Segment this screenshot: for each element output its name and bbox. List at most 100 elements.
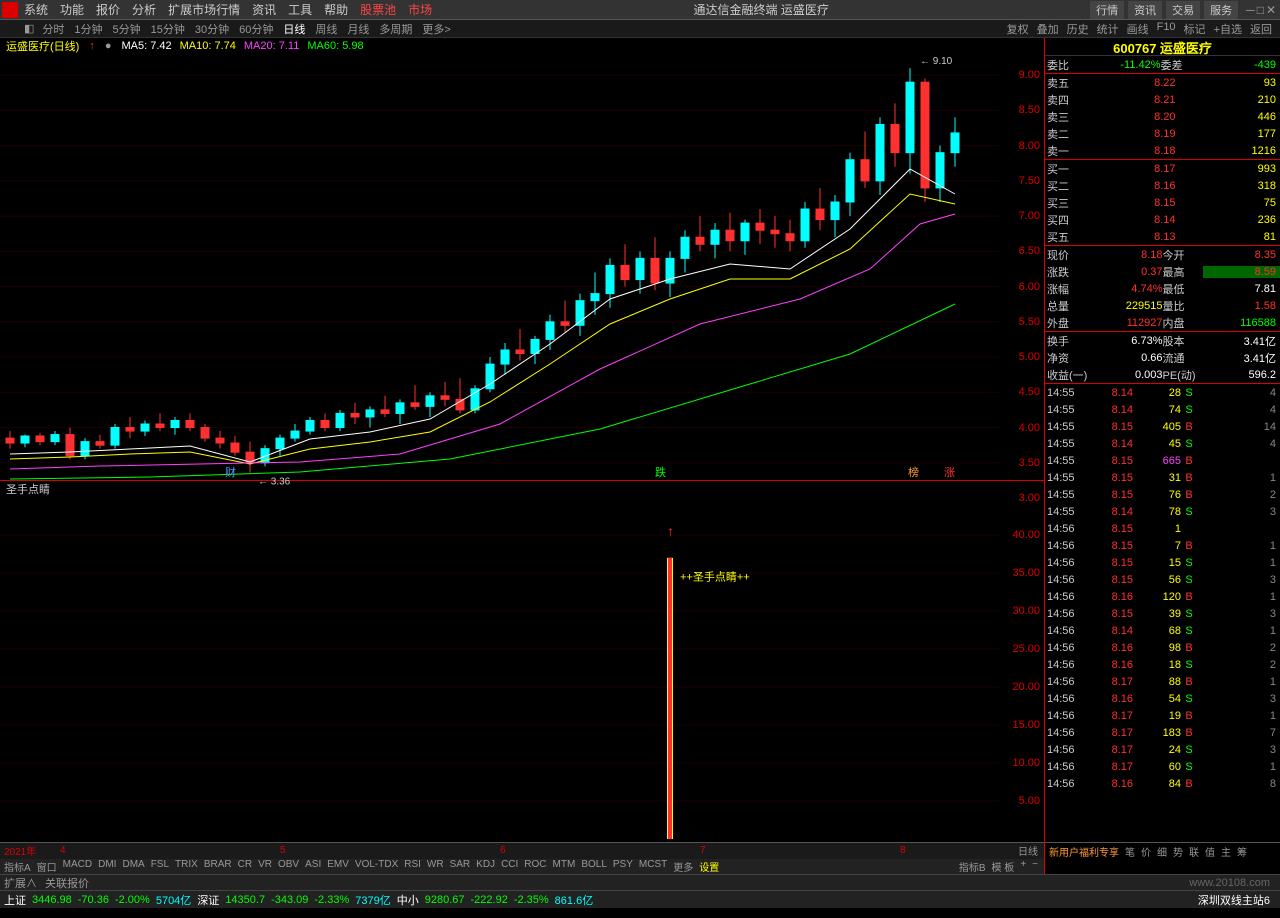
quote-row: 总量229515量比1.58 (1045, 297, 1280, 314)
period-tool[interactable]: 复权 (1007, 21, 1029, 37)
stock-name[interactable]: 运盛医疗 (1160, 41, 1212, 56)
period-tab[interactable]: 多周期 (379, 21, 412, 37)
indicator-tab[interactable]: KDJ (476, 859, 495, 874)
close-icon[interactable]: ✕ (1266, 3, 1276, 17)
top-tab[interactable]: 资讯 (1128, 1, 1162, 19)
indicator-tab[interactable]: MACD (63, 859, 92, 874)
indicator-tab[interactable]: 更多 (673, 859, 693, 874)
menu-item[interactable]: 帮助 (324, 1, 348, 18)
indicator-tab[interactable]: BRAR (204, 859, 232, 874)
stock-code[interactable]: 600767 (1113, 41, 1156, 56)
maximize-icon[interactable]: □ (1257, 3, 1264, 17)
related-quote[interactable]: 关联报价 (45, 875, 89, 891)
indicator-tab[interactable]: EMV (327, 859, 349, 874)
indicator-tab[interactable]: RSI (404, 859, 421, 874)
indicator-tab[interactable]: PSY (613, 859, 633, 874)
period-tool[interactable]: F10 (1157, 21, 1176, 37)
indicator-tab[interactable]: OBV (278, 859, 299, 874)
tick-row: 14:568.17183B7 (1045, 724, 1280, 741)
indicator-tab[interactable]: 指标A (4, 859, 31, 874)
indicator-tab[interactable]: BOLL (581, 859, 607, 874)
menu-item[interactable]: 报价 (96, 1, 120, 18)
period-tab[interactable]: 1分钟 (74, 21, 102, 37)
tick-row: 14:558.1576B2 (1045, 486, 1280, 503)
minimize-icon[interactable]: ─ (1246, 3, 1255, 17)
indicator-tab[interactable]: ASI (305, 859, 321, 874)
sub-chart[interactable]: ↑++圣手点睛++ 40.0035.0030.0025.0020.0015.00… (0, 497, 1044, 843)
side-footer-tab[interactable]: 新用户福利专享 (1049, 844, 1119, 859)
sz-label: 深证 (197, 892, 219, 908)
red-button[interactable]: 市场 (408, 1, 432, 18)
side-footer-tab[interactable]: 主 (1221, 844, 1231, 859)
period-tab[interactable]: 周线 (315, 21, 337, 37)
indicator-tool[interactable]: 模 板 (992, 859, 1015, 874)
indicator-tab[interactable]: MTM (553, 859, 576, 874)
indicator-tab[interactable]: DMI (98, 859, 116, 874)
indicator-tab[interactable]: 设置 (699, 859, 719, 874)
indicator-tab[interactable]: DMA (122, 859, 144, 874)
red-button[interactable]: 股票池 (360, 1, 396, 18)
period-tab[interactable]: 15分钟 (151, 21, 185, 37)
time-tick: 6 (500, 845, 506, 856)
order-row: 卖四8.21210 (1045, 91, 1280, 108)
ma-label: MA10: 7.74 (180, 40, 236, 52)
menu-item[interactable]: 资讯 (252, 1, 276, 18)
period-tool[interactable]: +自选 (1214, 21, 1242, 37)
indicator-tab[interactable]: WR (427, 859, 444, 874)
indicator-tab[interactable]: MCST (639, 859, 667, 874)
menu-item[interactable]: 系统 (24, 1, 48, 18)
sh-label: 上证 (4, 892, 26, 908)
toggle-icon[interactable]: ◧ (24, 22, 34, 35)
period-tool[interactable]: 返回 (1250, 21, 1272, 37)
order-row: 卖一8.181216 (1045, 142, 1280, 159)
indicator-tab[interactable]: VR (258, 859, 272, 874)
tick-row: 14:568.1698B2 (1045, 639, 1280, 656)
tick-row: 14:568.1539S3 (1045, 605, 1280, 622)
ext-toggle[interactable]: 扩展∧ (4, 875, 37, 891)
period-tab[interactable]: 5分钟 (113, 21, 141, 37)
period-tab[interactable]: 月线 (347, 21, 369, 37)
period-tool[interactable]: 统计 (1097, 21, 1119, 37)
top-tab[interactable]: 行情 (1090, 1, 1124, 19)
side-footer-tab[interactable]: 势 (1173, 844, 1183, 859)
indicator-bar: 指标A 窗口 MACD DMI DMA FSL TRIX BRAR CR VR OBV ASI EMV V… (0, 859, 1044, 874)
side-footer-tab[interactable]: 联 (1189, 844, 1199, 859)
tick-table: 14:558.1428S414:558.1474S414:558.15405B1… (1045, 384, 1280, 842)
indicator-tool[interactable]: 指标B (959, 859, 986, 874)
period-tab[interactable]: 分时 (42, 21, 64, 37)
weibi-label: 委比 (1045, 57, 1075, 73)
side-footer-tab[interactable]: 笔 (1125, 844, 1135, 859)
indicator-tab[interactable]: CCI (501, 859, 518, 874)
side-footer-tab[interactable]: 细 (1157, 844, 1167, 859)
period-tab[interactable]: 更多> (422, 21, 450, 37)
indicator-tab[interactable]: SAR (450, 859, 471, 874)
indicator-tool[interactable]: − (1032, 859, 1038, 874)
menu-item[interactable]: 工具 (288, 1, 312, 18)
top-tab[interactable]: 服务 (1204, 1, 1238, 19)
tick-row: 14:558.1474S4 (1045, 401, 1280, 418)
menu-item[interactable]: 功能 (60, 1, 84, 18)
indicator-tab[interactable]: 窗口 (37, 859, 57, 874)
indicator-tab[interactable]: VOL-TDX (355, 859, 398, 874)
main-chart[interactable]: ← 9.10← 3.36 9.008.508.007.507.006.506.0… (0, 54, 1044, 481)
indicator-tab[interactable]: TRIX (175, 859, 198, 874)
indicator-tab[interactable]: CR (238, 859, 252, 874)
period-tab[interactable]: 60分钟 (239, 21, 273, 37)
quote-row: 现价8.18今开8.35 (1045, 246, 1280, 263)
period-tool[interactable]: 历史 (1067, 21, 1089, 37)
menu-item[interactable]: 扩展市场行情 (168, 1, 240, 18)
indicator-tab[interactable]: ROC (524, 859, 546, 874)
period-tab[interactable]: 30分钟 (195, 21, 229, 37)
period-tool[interactable]: 画线 (1127, 21, 1149, 37)
indicator-tab[interactable]: FSL (151, 859, 169, 874)
indicator-tool[interactable]: + (1020, 859, 1026, 874)
menu-item[interactable]: 分析 (132, 1, 156, 18)
side-footer-tab[interactable]: 值 (1205, 844, 1215, 859)
sz-chg: -343.09 (271, 894, 308, 906)
side-footer-tab[interactable]: 价 (1141, 844, 1151, 859)
side-footer-tab[interactable]: 筹 (1237, 844, 1247, 859)
period-tab[interactable]: 日线 (283, 21, 305, 37)
period-tool[interactable]: 叠加 (1037, 21, 1059, 37)
period-tool[interactable]: 标记 (1184, 21, 1206, 37)
top-tab[interactable]: 交易 (1166, 1, 1200, 19)
